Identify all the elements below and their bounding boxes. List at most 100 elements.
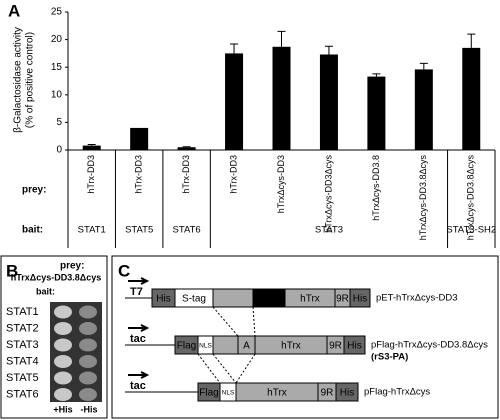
x-tick-label: hTrx-DD3	[134, 155, 144, 194]
y-tick-label: 20	[51, 34, 63, 45]
yeast-spot	[54, 355, 72, 368]
y-tick-label: 25	[51, 7, 63, 18]
y-tick-label: 0	[56, 145, 62, 156]
bar	[130, 127, 149, 150]
segment-label: A	[266, 294, 273, 305]
deletion-guide	[212, 353, 237, 384]
bar	[319, 54, 338, 151]
segment-label: NLS	[222, 390, 235, 397]
segment-label: 9R	[329, 341, 342, 352]
yeast-spot	[54, 305, 72, 319]
panel-label: A	[8, 1, 20, 20]
deletion-guide	[252, 306, 256, 337]
error-bar	[419, 62, 428, 70]
y-axis-label: β-Galactosidase activity	[13, 27, 24, 133]
construct-note: (rS3-PA)	[371, 352, 408, 363]
segment-label: hTrx	[300, 294, 320, 305]
segment-label: A	[243, 341, 250, 352]
construct-name: pFlag-hTrxΔcys	[364, 387, 430, 398]
construct-region	[212, 288, 254, 308]
x-tick-label: hTrxΔcys-DD3	[276, 155, 286, 213]
panel-label: B	[6, 261, 18, 280]
yeast-spot	[54, 322, 72, 335]
yeast-spot	[79, 305, 97, 319]
y-axis-label: (% of positive control)	[25, 32, 36, 128]
bait-label: STAT5	[125, 225, 153, 236]
column-label: +His	[53, 404, 72, 414]
bait-label: STAT6	[173, 225, 201, 236]
yeast-spot	[54, 371, 72, 385]
construct-region	[212, 335, 239, 355]
bait-row-label: STAT2	[6, 322, 39, 334]
segment-label: Flag	[199, 388, 218, 399]
row-label: prey:	[22, 185, 46, 196]
yeast-spot	[54, 338, 72, 352]
segment-label: hTrx	[281, 341, 301, 352]
x-tick-label: hTrx-DD3	[181, 155, 191, 194]
prey-label: prey:	[60, 261, 84, 272]
bar	[82, 145, 101, 150]
construct-segment	[197, 335, 214, 355]
segment-label: 9R	[336, 294, 349, 305]
yeast-spot	[54, 388, 72, 401]
promoter-label: T7	[130, 286, 143, 298]
yeast-spot	[79, 322, 97, 335]
bait-row-label: STAT6	[6, 388, 39, 400]
x-tick-label: hTrx-DD3	[86, 155, 96, 194]
construct-segment	[349, 288, 371, 308]
error-bar	[467, 33, 476, 48]
segment-label: Flag	[177, 341, 196, 352]
segment-label: NLS	[199, 343, 212, 350]
bar	[462, 47, 481, 150]
x-tick-label: hTrxΔcys-DD3.8Δcys	[418, 155, 428, 241]
segment-label: His	[340, 388, 354, 399]
bait-row-label: STAT5	[6, 372, 39, 384]
promoter-arrow	[128, 277, 150, 285]
promoter-label: tac	[130, 333, 146, 345]
bar	[367, 76, 386, 150]
promoter-label: tac	[130, 380, 146, 392]
bait-label: STAT3	[315, 225, 343, 236]
segment-label: S-tag	[182, 294, 206, 305]
yeast-spot	[79, 355, 97, 368]
bait-row-label: STAT3	[6, 339, 39, 351]
panel-frame	[0, 255, 108, 419]
segment-label: His	[156, 294, 170, 305]
segment-label: His	[347, 341, 361, 352]
construct-name: pET-hTrxΔcys-DD3	[376, 293, 457, 304]
construct-segment	[174, 288, 214, 308]
bar	[177, 147, 196, 150]
bait-label: STAT3-SH2	[446, 225, 496, 236]
x-tick-label: hTrx-DD3	[228, 155, 238, 194]
bait-row-label: STAT1	[6, 306, 39, 318]
promoter-arrow	[128, 371, 150, 379]
error-bar	[182, 146, 191, 148]
bar	[225, 53, 244, 150]
prey-name: hTrxΔcys-DD3.8Δcys	[11, 272, 101, 282]
segment-label: 9R	[321, 388, 334, 399]
deletion-guide	[235, 353, 256, 384]
error-bar	[277, 30, 286, 47]
yeast-spot	[79, 371, 97, 385]
construct-segment	[343, 335, 366, 355]
construct-name: pFlag-hTrxΔcys-DD3.8Δcys	[371, 340, 488, 351]
x-tick-label: hTrxΔcys-DD3Δcys	[323, 155, 333, 233]
x-tick-label: hTrxΔcys-DD3.8	[371, 155, 381, 221]
x-tick-label: hTrxΔcys-DD3.8Δcys	[466, 155, 476, 241]
yeast-spot	[79, 338, 97, 352]
row-label: bait:	[22, 225, 43, 236]
error-bar	[87, 143, 96, 146]
y-tick-label: 5	[56, 117, 62, 128]
error-bar	[324, 45, 333, 55]
panel-frame	[111, 255, 499, 419]
panel-label: C	[118, 261, 130, 280]
promoter-arrow	[128, 324, 150, 332]
bar	[414, 69, 433, 150]
bar	[272, 46, 291, 150]
error-bar	[372, 73, 381, 77]
segment-label: hTrx	[267, 388, 287, 399]
yeast-plate-image	[50, 302, 102, 402]
y-tick-label: 10	[51, 89, 63, 100]
yeast-spot	[79, 388, 97, 401]
